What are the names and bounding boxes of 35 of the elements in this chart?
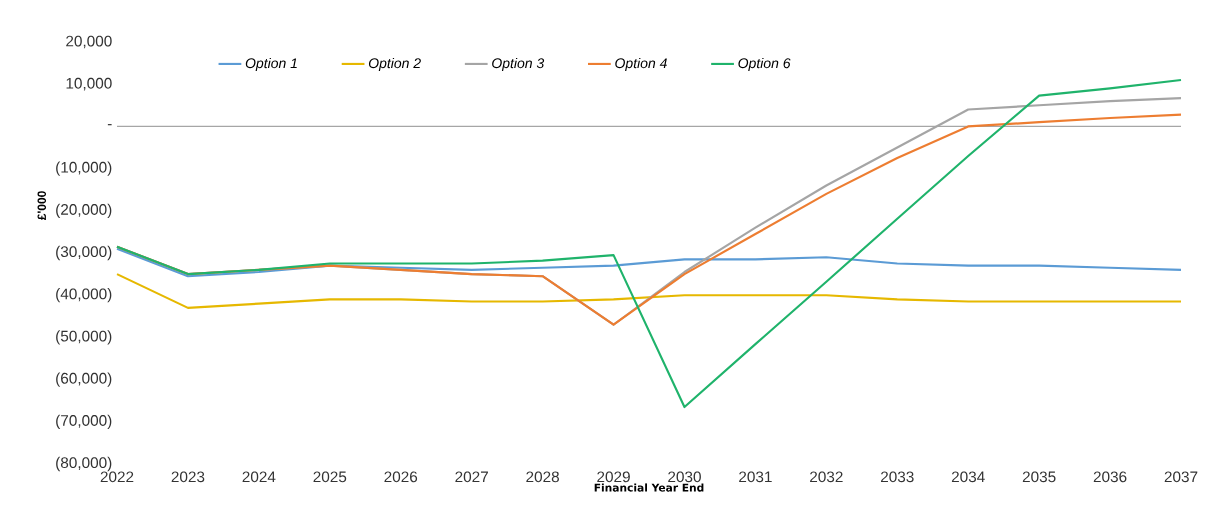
y-tick-label: (20,000) [56,203,112,218]
legend-label: Option 1 [245,57,297,71]
x-tick-label: 2022 [100,471,134,483]
y-tick-label: (30,000) [56,245,112,261]
legend-label: Option 4 [615,57,667,71]
y-axis-title: £'000 [37,191,47,221]
legend-label: Option 6 [738,57,791,71]
x-tick-label: 2031 [739,471,772,483]
x-tick-label: 2028 [526,471,559,483]
x-axis-title: Financial Year End [594,483,704,492]
x-tick-label: 2023 [171,471,205,483]
line-series [115,247,1183,278]
y-tick-label: - [107,124,112,126]
y-tick-label: (10,000) [56,161,112,176]
x-tick-label: 2026 [384,471,418,483]
legend-label: Option 3 [492,57,545,71]
y-tick-label: 20,000 [66,35,112,49]
x-tick-label: 2027 [455,471,488,483]
x-tick-label: 2032 [810,471,843,483]
x-tick-label: 2034 [951,471,985,483]
x-tick-label: 2036 [1093,471,1127,483]
y-tick-label: (50,000) [56,330,112,345]
legend-label: Option 2 [368,57,421,71]
x-tick-label: 2033 [880,471,914,483]
x-tick-label: 2024 [242,471,276,483]
x-tick-label: 2029 [597,471,630,483]
y-tick-label: (60,000) [56,372,112,387]
x-tick-label: 2025 [313,471,347,483]
x-tick-label: 2030 [668,471,701,483]
y-tick-label: (80,000) [56,456,112,472]
y-tick-label: 10,000 [66,77,112,91]
y-tick-label: (70,000) [56,414,112,429]
y-tick-label: (40,000) [56,288,112,303]
x-tick-label: 2037 [1164,471,1198,483]
x-tick-label: 2035 [1022,471,1056,483]
